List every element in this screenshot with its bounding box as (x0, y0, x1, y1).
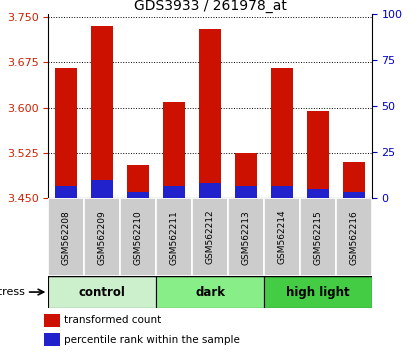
Bar (271, 68, 293, 198)
Bar (156, 276, 264, 308)
Text: dark: dark (195, 286, 225, 298)
Text: GSM562213: GSM562213 (241, 210, 250, 264)
Bar (264, 198, 300, 276)
Bar (192, 198, 228, 276)
Text: transformed count: transformed count (64, 315, 161, 325)
Text: control: control (79, 286, 126, 298)
Text: GSM562208: GSM562208 (62, 210, 71, 264)
Bar (235, 153, 257, 198)
Bar (300, 198, 336, 276)
Bar (307, 189, 328, 198)
Text: GSM562216: GSM562216 (349, 210, 358, 264)
Text: stress: stress (0, 287, 25, 297)
Text: high light: high light (286, 286, 349, 298)
Bar (120, 198, 156, 276)
Bar (48, 276, 156, 308)
Bar (271, 186, 293, 198)
Bar (163, 186, 185, 198)
Bar (343, 162, 365, 198)
Bar (127, 165, 149, 198)
Text: GSM562209: GSM562209 (98, 210, 107, 264)
Bar (199, 183, 221, 198)
Bar (127, 192, 149, 198)
Bar (156, 198, 192, 276)
Bar (228, 198, 264, 276)
Text: percentile rank within the sample: percentile rank within the sample (64, 335, 240, 345)
Bar (264, 276, 372, 308)
Text: GSM562210: GSM562210 (134, 210, 143, 264)
Bar (235, 186, 257, 198)
Bar (92, 26, 113, 198)
Bar (199, 29, 221, 198)
Text: GSM562211: GSM562211 (170, 210, 178, 264)
Text: GSM562215: GSM562215 (313, 210, 322, 264)
Bar (307, 111, 328, 198)
Bar (163, 102, 185, 198)
Text: GSM562212: GSM562212 (205, 210, 215, 264)
Bar (44, 314, 60, 327)
Bar (84, 198, 120, 276)
Bar (336, 198, 372, 276)
Bar (343, 192, 365, 198)
Bar (55, 186, 77, 198)
Title: GDS3933 / 261978_at: GDS3933 / 261978_at (134, 0, 286, 13)
Bar (92, 180, 113, 198)
Text: GSM562214: GSM562214 (277, 210, 286, 264)
Bar (48, 198, 84, 276)
Bar (55, 68, 77, 198)
Bar (44, 333, 60, 346)
